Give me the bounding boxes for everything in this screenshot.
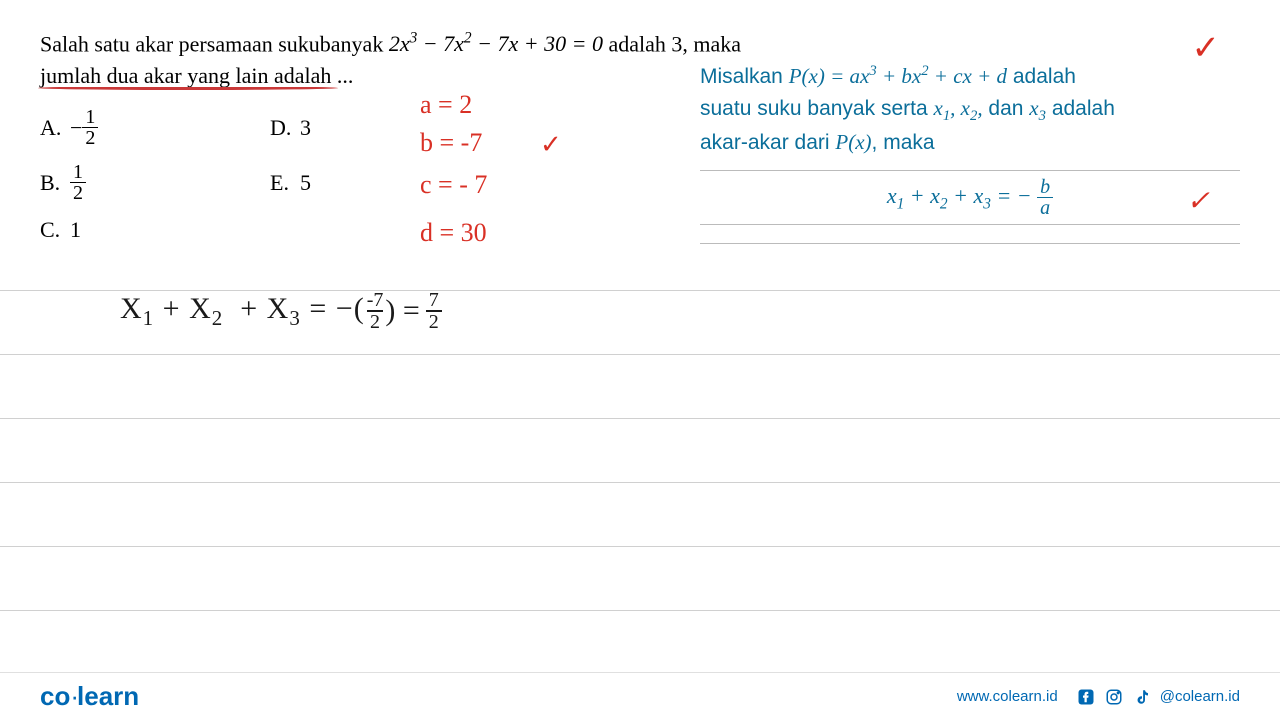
handwriting-d: d = 30 [420,218,487,248]
side-note: Misalkan P(x) = ax3 + bx2 + cx + d adala… [700,60,1240,244]
formula-box: x1 + x2 + x3 = − b a ✓ [700,170,1240,225]
fraction-num: 1 [85,107,95,127]
red-underline [38,86,338,90]
option-a-fraction: 1 2 [82,107,98,148]
social-icons: @colearn.id [1076,687,1240,707]
instagram-icon[interactable] [1104,687,1124,707]
option-e-value: 5 [300,170,311,196]
formula-num: b [1040,177,1050,197]
question-equation: 2x3 − 7x2 − 7x + 30 = 0 [389,31,603,56]
sn-x3: x3 [1029,96,1046,120]
fraction-den: 2 [82,127,98,148]
question-line-1: Salah satu akar persamaan sukubanyak 2x3… [40,30,1240,57]
option-c-value: 1 [70,217,81,243]
rule-line [0,290,1280,354]
option-d-value: 3 [300,115,311,141]
sn-l3-post: , maka [872,131,935,154]
formula-lhs: x1 + x2 + x3 = − [887,183,1032,208]
sidenote-line1: Misalkan P(x) = ax3 + bx2 + cx + d adala… [700,60,1240,93]
question-text-2: adalah 3, maka [608,31,741,56]
sidenote-line3: akar-akar dari P(x), maka [700,127,1240,159]
tiktok-icon[interactable] [1132,687,1152,707]
footer-handle[interactable]: @colearn.id [1160,688,1240,705]
sn-l2b: dan [988,97,1029,120]
rule-line [0,418,1280,482]
sn-l1-post: adalah [1013,65,1076,88]
sn-px2: P(x) [835,130,871,154]
sn-px: P(x) = ax3 + bx2 + cx + d [789,64,1007,88]
handwriting-b: b = -7 [420,128,482,158]
rule-line [0,354,1280,418]
option-a-letter: A. [40,115,70,141]
question-text-1: Salah satu akar persamaan sukubanyak [40,31,389,56]
option-d-letter: D. [270,115,300,141]
fraction-num: 1 [73,162,83,182]
rule-line [0,546,1280,610]
formula-den: a [1037,197,1053,218]
footer: co·learn www.colearn.id @colearn.id [0,672,1280,720]
sn-l2c: adalah [1052,97,1115,120]
ruled-lines [0,290,1280,674]
sn-l2a: suatu suku banyak serta [700,97,933,120]
fraction-den: 2 [70,182,86,203]
sidenote-line2: suatu suku banyak serta x1, x2, dan x3 a… [700,93,1240,127]
formula-fraction: b a [1037,177,1053,218]
rule-line [0,482,1280,546]
handwriting-c: c = - 7 [420,170,487,200]
rule-line [0,610,1280,674]
worksheet-content: Salah satu akar persamaan sukubanyak 2x3… [0,0,1280,720]
extra-rule [700,243,1240,244]
logo-post: learn [77,681,139,711]
logo-pre: co [40,681,70,711]
option-a-neg: − [70,115,82,141]
option-b-letter: B. [40,170,70,196]
brand-logo: co·learn [40,681,139,712]
option-b-fraction: 1 2 [70,162,86,203]
handwriting-a: a = 2 [420,90,472,120]
sn-l1-pre: Misalkan [700,65,789,88]
footer-right: www.colearn.id @colearn.id [957,687,1240,707]
facebook-icon[interactable] [1076,687,1096,707]
sn-roots: x1, x2, [933,96,982,120]
logo-dot: · [70,681,77,711]
option-c-letter: C. [40,217,70,243]
sn-l3-pre: akar-akar dari [700,131,835,154]
check-b-icon: ✓ [540,130,562,160]
footer-url[interactable]: www.colearn.id [957,688,1058,705]
option-e-letter: E. [270,170,300,196]
check-formula-icon: ✓ [1187,181,1210,223]
